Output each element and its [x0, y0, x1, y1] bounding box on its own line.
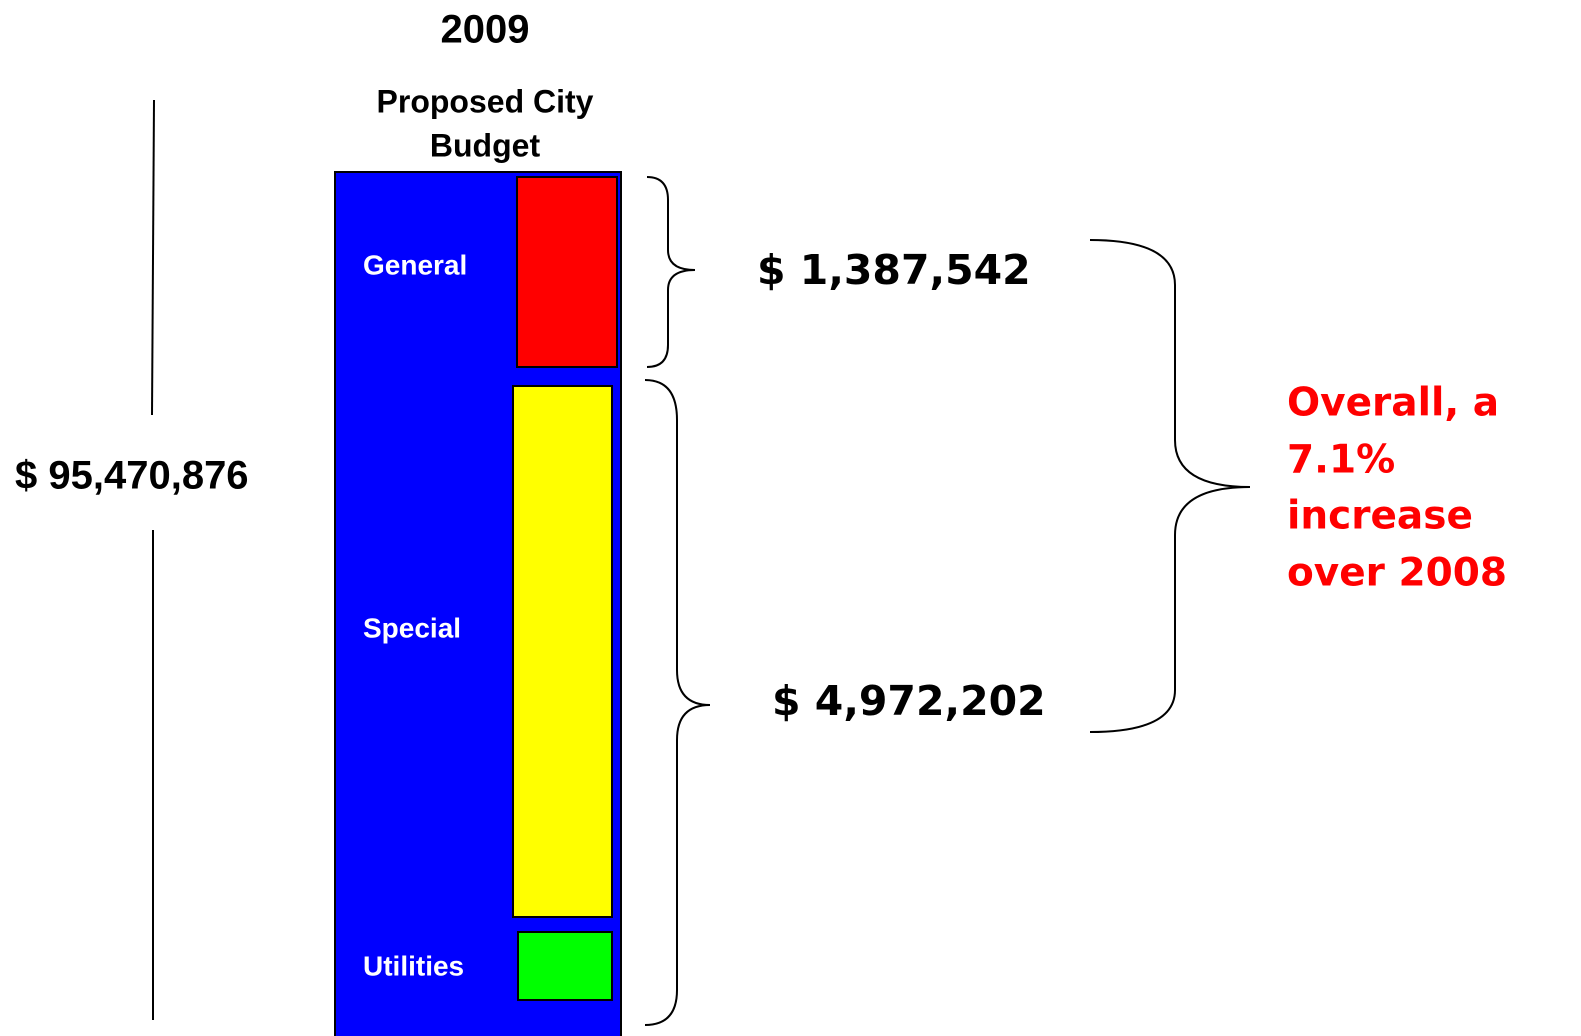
subtitle: Proposed City	[377, 83, 594, 119]
segment-label: General	[363, 249, 467, 280]
summary: over 2008	[1287, 551, 1507, 596]
summary: 7.1%	[1287, 438, 1395, 483]
special-box	[512, 385, 613, 918]
subtitle: Budget	[430, 127, 541, 163]
summary: Overall, a	[1287, 381, 1499, 426]
increase-amount: $ 1,387,542	[757, 246, 1031, 294]
brace	[644, 379, 711, 1026]
brace	[1089, 239, 1251, 733]
increase-amount: $ 4,972,202	[772, 677, 1046, 725]
span-line	[151, 99, 155, 416]
general-box	[516, 176, 618, 368]
year: 2009	[441, 8, 530, 52]
utilities-box	[517, 931, 613, 1001]
brace	[646, 176, 696, 368]
segment-label: Utilities	[363, 950, 464, 981]
segment-label: Special	[363, 612, 461, 643]
summary: increase	[1287, 494, 1473, 539]
total: $ 95,470,876	[15, 454, 249, 498]
